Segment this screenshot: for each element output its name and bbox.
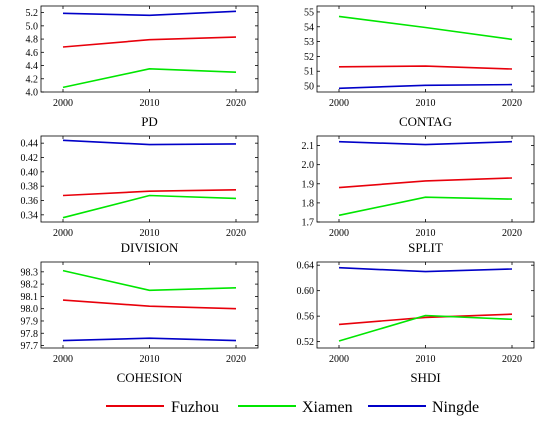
chart-panel-shdi: 0.52 0.56 0.60 0.64 2000 2010 2020 SHDI: [297, 261, 535, 385]
x-tick-label: 2020: [226, 354, 246, 365]
x-tick-label: 2020: [502, 228, 522, 239]
series-line-xiamen: [62, 68, 237, 89]
x-tick-label: 2010: [416, 228, 436, 239]
series-line-fuzhou: [338, 313, 513, 326]
y-tick-label: 98.3: [21, 267, 39, 278]
series-line-fuzhou: [338, 177, 513, 189]
legend-label-ningde: Ningde: [432, 399, 479, 416]
chart-panel-pd: 4.0 4.2 4.4 4.6 4.8 5.0 5.2 2000 2010 2020 PD: [26, 5, 259, 129]
y-tick-label: 4.8: [26, 35, 39, 46]
panel-label-contag: CONTAG: [399, 114, 452, 129]
series-line-ningde: [338, 266, 513, 273]
y-tick-label: 98.2: [21, 280, 39, 291]
legend: Fuzhou Xiamen Ningde: [106, 399, 479, 416]
y-tick-label: 0.56: [297, 312, 315, 323]
y-tick-label: 1.8: [302, 198, 315, 209]
y-tick-label: 98.1: [21, 292, 39, 303]
chart-panel-split: 1.7 1.8 1.9 2.0 2.1 2000 2010 2020 SPLIT: [302, 135, 535, 255]
y-tick-label: 1.9: [302, 179, 315, 190]
y-tick-label: 50: [304, 82, 314, 93]
series-line-fuzhou: [62, 36, 237, 48]
y-tick-label: 51: [304, 67, 314, 78]
x-tick-label: 2000: [329, 354, 349, 365]
chart-panel-division: 0.34 0.36 0.38 0.40 0.42 0.44 2000 2010 2020 DIVI…: [21, 135, 259, 255]
panel-label-pd: PD: [141, 114, 158, 129]
y-tick-label: 2.0: [302, 160, 315, 171]
series-line-ningde: [62, 337, 237, 342]
x-tick-label: 2020: [502, 354, 522, 365]
series-line-fuzhou: [62, 189, 237, 197]
x-tick-label: 2010: [140, 98, 160, 109]
y-tick-label: 4.2: [26, 74, 39, 85]
y-tick-label: 5.0: [26, 21, 39, 32]
y-tick-label: 97.9: [21, 316, 39, 327]
legend-label-xiamen: Xiamen: [302, 399, 353, 416]
chart-panel-contag: 50 51 52 53 54 55 2000 2010 2020 CONTAG: [304, 5, 535, 129]
panel-label-split: SPLIT: [408, 240, 443, 255]
x-tick-label: 2000: [329, 98, 349, 109]
x-tick-label: 2010: [416, 98, 436, 109]
x-tick-label: 2000: [53, 98, 73, 109]
y-tick-label: 52: [304, 52, 314, 63]
y-tick-label: 55: [304, 7, 314, 18]
y-tick-label: 53: [304, 37, 314, 48]
plot-frame: [40, 261, 259, 349]
y-tick-label: 98.0: [21, 304, 39, 315]
y-tick-label: 0.34: [21, 210, 39, 221]
plot-frame: [40, 135, 259, 223]
x-tick-label: 2000: [53, 354, 73, 365]
y-tick-label: 0.52: [297, 337, 315, 348]
x-tick-label: 2000: [329, 228, 349, 239]
y-tick-label: 54: [304, 22, 314, 33]
y-tick-label: 0.38: [21, 182, 39, 193]
x-tick-label: 2020: [502, 98, 522, 109]
x-tick-label: 2020: [226, 98, 246, 109]
y-tick-label: 0.60: [297, 286, 315, 297]
series-line-ningde: [338, 140, 513, 146]
panel-label-shdi: SHDI: [410, 370, 440, 385]
series-line-fuzhou: [62, 299, 237, 310]
x-tick-label: 2000: [53, 228, 73, 239]
legend-label-fuzhou: Fuzhou: [171, 399, 219, 416]
series-line-xiamen: [338, 196, 513, 217]
series-line-ningde: [338, 83, 513, 90]
series-line-fuzhou: [338, 65, 513, 70]
plot-frame: [316, 261, 535, 349]
series-line-xiamen: [338, 15, 513, 41]
y-tick-label: 97.7: [21, 341, 39, 352]
y-tick-label: 4.6: [26, 48, 39, 59]
series-line-xiamen: [62, 194, 237, 219]
y-tick-label: 0.36: [21, 196, 39, 207]
panel-label-cohesion: COHESION: [117, 370, 183, 385]
series-line-xiamen: [62, 269, 237, 292]
y-tick-label: 4.4: [26, 61, 39, 72]
x-tick-label: 2010: [140, 228, 160, 239]
panel-label-division: DIVISION: [121, 240, 179, 255]
series-line-xiamen: [338, 314, 513, 342]
y-tick-label: 0.42: [21, 153, 39, 164]
plot-frame: [40, 5, 259, 93]
x-tick-label: 2020: [226, 228, 246, 239]
y-tick-label: 0.40: [21, 167, 39, 178]
x-tick-label: 2010: [416, 354, 436, 365]
y-tick-label: 97.8: [21, 329, 39, 340]
y-tick-label: 5.2: [26, 8, 39, 19]
y-tick-label: 2.1: [302, 141, 315, 152]
x-tick-label: 2010: [140, 354, 160, 365]
chart-panel-cohesion: 97.797.8 97.998.098.198.2 98.3 2000 2010 2020…: [21, 261, 259, 385]
series-line-ningde: [62, 10, 237, 17]
y-tick-label: 1.7: [302, 218, 315, 229]
series-line-ningde: [62, 139, 237, 146]
y-tick-label: 0.64: [297, 261, 315, 272]
plot-frame: [316, 5, 535, 93]
y-tick-label: 4.0: [26, 88, 39, 99]
y-tick-label: 0.44: [21, 139, 39, 150]
